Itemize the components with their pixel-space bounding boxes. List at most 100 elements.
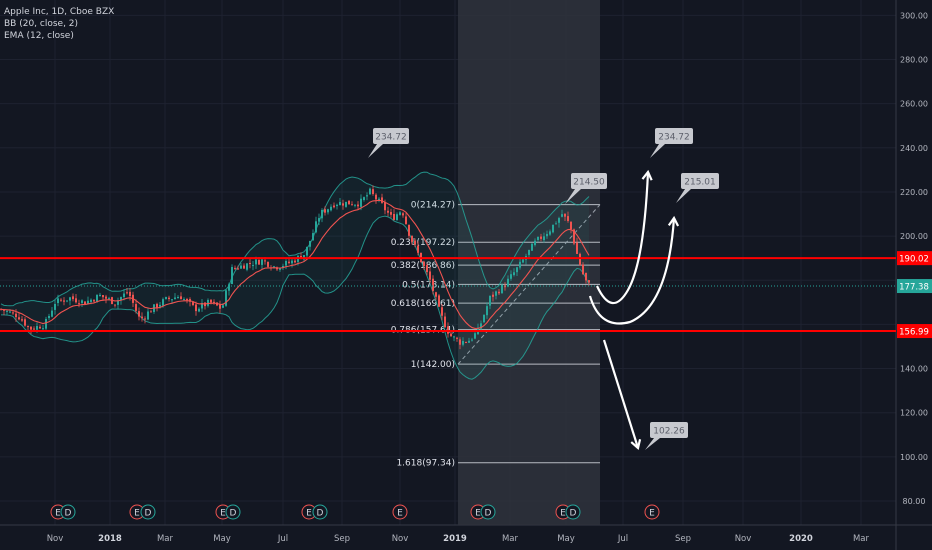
dividend-marker xyxy=(312,504,328,520)
candle-body xyxy=(558,218,560,223)
candle-body xyxy=(357,204,359,207)
candle-body xyxy=(483,314,485,323)
time-tick-label: May xyxy=(213,534,231,544)
callout-value[interactable]: 234.72 xyxy=(375,133,407,143)
candle-body xyxy=(120,297,122,301)
earnings-marker-label[interactable]: E xyxy=(649,509,655,519)
candle-body xyxy=(195,304,197,312)
candle-body xyxy=(588,280,590,283)
candle-body xyxy=(60,299,62,301)
earnings-marker-label[interactable]: E xyxy=(475,509,481,519)
earnings-marker-label[interactable]: E xyxy=(306,509,312,519)
candle-body xyxy=(285,261,287,266)
dividend-marker-label[interactable]: D xyxy=(570,509,577,519)
bb-lower-line xyxy=(0,215,590,380)
earnings-marker-label[interactable]: E xyxy=(397,509,403,519)
earnings-marker-label[interactable]: E xyxy=(55,509,61,519)
candle-body xyxy=(0,308,2,310)
candle-body xyxy=(252,265,254,267)
callout-value[interactable]: 215.01 xyxy=(684,178,716,188)
callout-box xyxy=(373,128,409,144)
horizontal-lines[interactable] xyxy=(0,257,896,333)
callout-box xyxy=(681,173,719,189)
candle-body xyxy=(552,224,554,233)
earnings-marker-label[interactable]: E xyxy=(560,509,566,519)
candle-body xyxy=(354,204,356,206)
time-tick-label: May xyxy=(557,534,575,544)
candle-body xyxy=(465,342,467,344)
earnings-marker xyxy=(644,504,660,520)
candle-body xyxy=(255,259,257,265)
bb-indicator-label[interactable]: BB (20, close, 2) xyxy=(4,19,79,29)
earnings-marker-label[interactable]: E xyxy=(220,509,226,519)
candle-body xyxy=(447,326,449,334)
time-axis[interactable]: Nov 2018 Mar May Jul Sep Nov 2019 Mar May Jul Sep No… xyxy=(47,534,870,544)
candle-body xyxy=(396,214,398,221)
candle-body xyxy=(240,265,242,269)
price-axis[interactable]: 80.00 100.00 120.00 140.00 200.00 220.00 240.0… xyxy=(897,11,932,506)
candle-body xyxy=(423,261,425,267)
time-tick-label: Jul xyxy=(277,534,288,544)
candle-body xyxy=(351,204,353,206)
fib-level-label: 1(142.00) xyxy=(411,360,455,370)
candle-body xyxy=(339,202,341,206)
candle-body xyxy=(531,243,533,251)
projection-arrows[interactable] xyxy=(588,169,680,451)
candle-body xyxy=(222,305,224,308)
candle-body xyxy=(369,188,371,195)
candle-body xyxy=(510,274,512,279)
candle-body xyxy=(576,242,578,254)
dividend-marker-label[interactable]: D xyxy=(485,509,492,519)
candle-body xyxy=(93,300,95,302)
callout-value[interactable]: 234.72 xyxy=(658,133,690,143)
candle-body xyxy=(246,263,248,270)
dividend-marker-label[interactable]: D xyxy=(65,509,72,519)
candle-body xyxy=(444,316,446,328)
candle-body xyxy=(363,197,365,200)
current-price-text: 177.38 xyxy=(899,283,929,293)
candlestick-series xyxy=(0,185,590,350)
candle-body xyxy=(282,265,284,268)
candle-body xyxy=(81,300,83,303)
candle-body xyxy=(90,299,92,302)
earnings-marker-label[interactable]: E xyxy=(134,509,140,519)
candle-body xyxy=(324,209,326,213)
candle-body xyxy=(543,236,545,241)
callout-value[interactable]: 102.26 xyxy=(653,427,685,437)
candle-body xyxy=(231,266,233,285)
time-tick-label: Nov xyxy=(47,534,64,544)
candle-body xyxy=(318,218,320,222)
chart-legend: Apple Inc, 1D, Cboe BZX BB (20, close, 2… xyxy=(4,6,114,42)
candle-body xyxy=(30,326,32,330)
dividend-marker-label[interactable]: D xyxy=(230,509,237,519)
ema-indicator-label[interactable]: EMA (12, close) xyxy=(4,31,74,41)
callout-value[interactable]: 214.50 xyxy=(573,178,605,188)
fib-level-label: 0.5(178.14) xyxy=(402,280,455,290)
candle-body xyxy=(9,311,11,313)
price-label-box xyxy=(897,324,932,339)
candle-body xyxy=(198,308,200,312)
price-callouts[interactable]: 234.72 214.50 234.72 215.01 102.26 xyxy=(368,128,719,450)
candle-body xyxy=(366,195,368,197)
candle-body xyxy=(327,209,329,213)
candle-body xyxy=(408,224,410,236)
candle-body xyxy=(306,246,308,256)
candle-body xyxy=(135,304,137,311)
current-price-box xyxy=(897,279,932,294)
bb-band-fill xyxy=(1,172,589,380)
time-tick-label: 2019 xyxy=(443,534,467,544)
price-tick-label: 140.00 xyxy=(900,365,928,374)
callout-box xyxy=(650,422,688,438)
candle-body xyxy=(102,295,104,298)
candle-body xyxy=(570,221,572,230)
candle-body xyxy=(321,209,323,219)
bollinger-bands xyxy=(0,171,590,380)
dividend-marker xyxy=(60,504,76,520)
candle-body xyxy=(540,236,542,239)
candle-body xyxy=(315,221,317,233)
candle-body xyxy=(288,261,290,264)
dividend-marker-label[interactable]: D xyxy=(145,509,152,519)
dividend-marker-label[interactable]: D xyxy=(317,509,324,519)
